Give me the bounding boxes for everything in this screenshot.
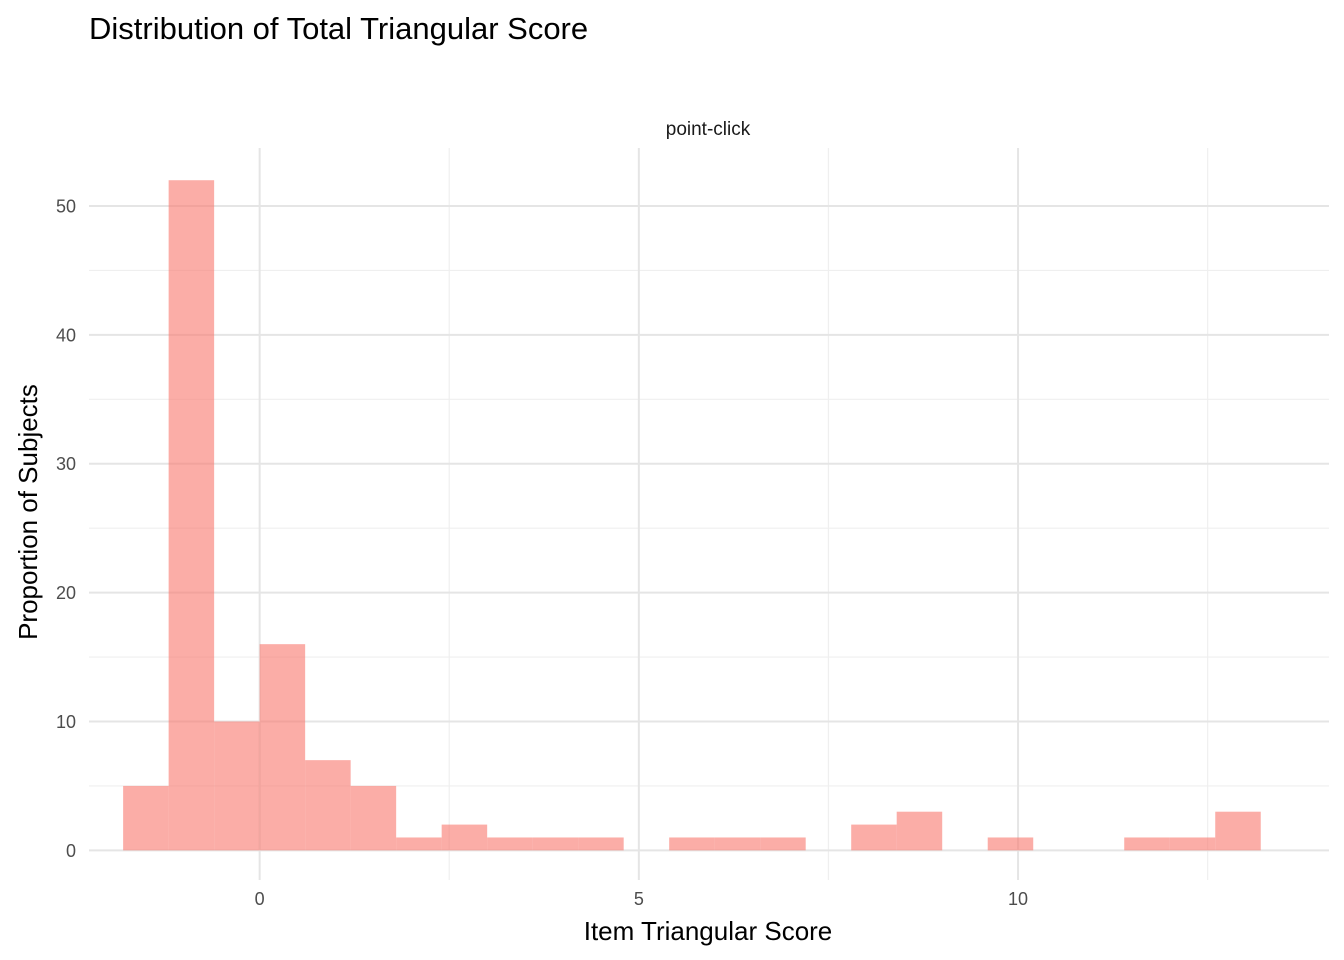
histogram-bar: [714, 837, 761, 851]
y-tick-label: 20: [56, 583, 76, 603]
x-tick-label: 0: [255, 889, 265, 909]
histogram-bar: [1169, 837, 1216, 851]
histogram-bars: [123, 180, 1261, 851]
y-tick-label: 30: [56, 454, 76, 474]
histogram-bar: [578, 837, 624, 851]
histogram-bar: [168, 180, 215, 851]
y-tick-label: 10: [56, 712, 76, 732]
histogram-bar: [896, 811, 943, 851]
y-axis-title: Proportion of Subjects: [13, 384, 43, 640]
histogram-bar: [532, 837, 579, 851]
x-tick-label: 5: [634, 889, 644, 909]
x-axis-title: Item Triangular Score: [584, 916, 833, 946]
histogram-bar: [1215, 811, 1261, 851]
histogram-bar: [214, 721, 260, 851]
histogram-bar: [259, 644, 306, 851]
y-tick-label: 40: [56, 325, 76, 345]
histogram-bar: [487, 837, 533, 851]
histogram-bar: [396, 837, 442, 851]
histogram-bar: [123, 785, 169, 851]
y-axis-ticks: 0 10 20 30 40 50: [56, 196, 76, 860]
histogram-bar: [987, 837, 1034, 851]
histogram-bar: [305, 760, 351, 851]
histogram-bar: [1124, 837, 1170, 851]
y-tick-label: 0: [66, 841, 76, 861]
facet-strip-label: point-click: [666, 119, 751, 140]
histogram-bar: [760, 837, 806, 851]
histogram-bar: [350, 785, 397, 851]
y-tick-label: 50: [56, 196, 76, 216]
x-tick-label: 10: [1008, 889, 1028, 909]
x-axis-ticks: 0 5 10: [255, 889, 1028, 909]
histogram-bar: [851, 824, 897, 851]
histogram-bar: [669, 837, 715, 851]
chart-title: Distribution of Total Triangular Score: [89, 11, 588, 46]
histogram-bar: [441, 824, 488, 851]
